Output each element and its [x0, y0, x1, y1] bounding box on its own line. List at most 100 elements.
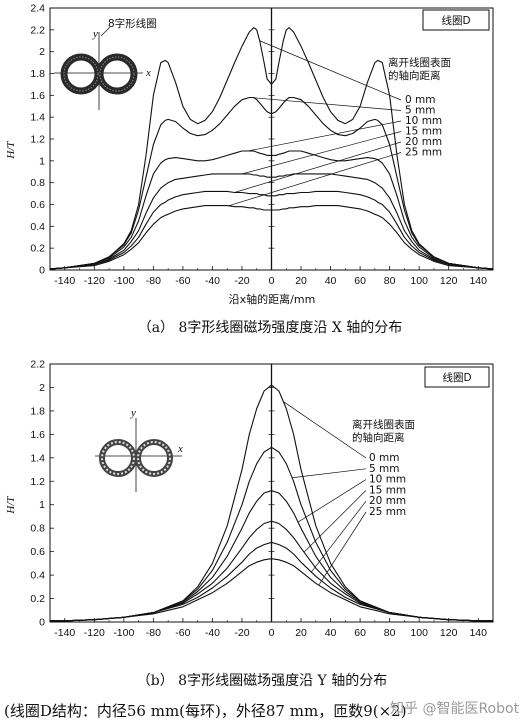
x-tick-label: -80 [146, 275, 161, 287]
coil-inset-icon: 8字形线圈 y x [54, 17, 157, 110]
x-tick-label: 60 [354, 627, 366, 639]
y-tick-label: 1 [39, 499, 45, 511]
x-axis-label: 沿x轴的距离/mm [229, 292, 316, 306]
legend-leader-line [250, 97, 402, 111]
x-tick-label: 40 [325, 627, 337, 639]
legend-item: 15 mm [405, 126, 442, 138]
legend-title: 离开线圈表面 [352, 418, 415, 431]
inset-x-label: x [177, 443, 183, 455]
chart-panel-a: -140 -120 -100 -80 -60 -40 -20 0 20 40 60 80 100 120 1… [5, 3, 494, 336]
y-tick-label: 1.2 [30, 134, 45, 146]
y-tick-label: 0.4 [30, 221, 45, 233]
y-tick-label: 0.8 [30, 177, 45, 189]
x-tick-label: -20 [234, 627, 249, 639]
legend-title: 的轴向距离 [352, 431, 405, 444]
legend-title: 的轴向距离 [388, 69, 441, 82]
legend-item: 5 mm [405, 105, 435, 117]
x-tick-label: 100 [410, 627, 428, 639]
x-tick-label: -20 [234, 275, 249, 287]
caption-b: （b） 8字形线圈磁场强度沿 Y 轴的分布 [137, 673, 387, 689]
series-line-4 [50, 541, 493, 622]
legend-item: 5 mm [369, 463, 399, 475]
inset-y-label: y [92, 28, 98, 40]
x-tick-label: -100 [113, 627, 134, 639]
x-tick-label: 80 [384, 627, 396, 639]
legend-leader-line [241, 131, 402, 175]
x-tick-label: 120 [440, 275, 458, 287]
x-tick-label: -80 [146, 627, 161, 639]
series-line-5 [49, 205, 494, 270]
y-tick-label: 2.2 [30, 359, 45, 371]
x-tick-label: 80 [384, 275, 396, 287]
series-line-0 [49, 27, 494, 270]
x-tick-label: -100 [113, 275, 134, 287]
legend-title: 离开线圈表面 [388, 56, 451, 69]
legend-item: 20 mm [369, 495, 406, 507]
x-tick-label: -40 [205, 627, 220, 639]
box-label: 线圈D [422, 9, 490, 31]
inset-x-label: x [145, 67, 151, 79]
legend-leader-line [234, 141, 402, 193]
legend-leader-line [247, 120, 402, 152]
legend-leader-line [303, 490, 367, 553]
chart-panel-b: -140 -120 -100 -80 -60 -40 -20 0 20 40 60 80 100 120 1… [5, 359, 494, 689]
y-tick-label: 1.8 [30, 68, 45, 80]
y-tick-label: 2 [39, 46, 45, 58]
y-tick-label: 0.6 [30, 546, 45, 558]
x-tick-label: -140 [54, 627, 75, 639]
coil-inset-icon: y x [95, 407, 183, 492]
x-tick-label: -120 [84, 627, 105, 639]
legend-leader-line [318, 511, 367, 586]
x-tick-label: -120 [84, 275, 105, 287]
y-tick-label: 1.6 [30, 429, 45, 441]
y-tick-label: 1.4 [30, 112, 45, 124]
x-tick-label: 20 [295, 627, 307, 639]
y-tick-label: 2.4 [30, 3, 45, 15]
footer-note: (线圈D结构：内径56 mm(每环)，外径87 mm，匝数9(×2) [4, 702, 407, 720]
y-axis-label: H/T [5, 496, 17, 515]
x-tick-label: 0 [269, 627, 275, 639]
x-tick-label: 100 [410, 275, 428, 287]
caption-a: （a） 8字形线圈磁场强度度沿 X 轴的分布 [138, 320, 403, 336]
legend-item: 10 mm [369, 474, 406, 486]
x-tick-label: 60 [354, 275, 366, 287]
y-tick-label: 0 [39, 617, 45, 629]
series-line-3 [49, 173, 494, 270]
x-tick-label: -40 [205, 275, 220, 287]
y-tick-label: 1.6 [30, 90, 45, 102]
svg-text:线圈D: 线圈D [441, 14, 470, 27]
y-tick-label: 2.2 [30, 24, 45, 36]
series-line-1 [49, 96, 494, 270]
legend-leader-line [292, 468, 367, 479]
x-tick-label: 140 [469, 275, 487, 287]
legend-item: 0 mm [369, 452, 399, 464]
legend-leader-line [228, 152, 402, 207]
box-label: 线圈D [424, 366, 490, 388]
x-tick-label: -60 [175, 275, 190, 287]
y-tick-label: 0 [39, 265, 45, 277]
legend-leader-line [311, 500, 367, 573]
legend-leader-line [283, 401, 367, 459]
legend-item: 20 mm [405, 136, 442, 148]
inset-y-label: y [130, 407, 136, 419]
y-tick-label: 0.2 [30, 593, 45, 605]
y-axis-label: H/T [5, 141, 17, 160]
y-tick-label: 1.4 [30, 452, 45, 464]
legend-item: 25 mm [369, 506, 406, 518]
y-tick-label: 1 [39, 155, 45, 167]
y-tick-label: 1.2 [30, 476, 45, 488]
y-tick-label: 0.8 [30, 523, 45, 535]
legend-item: 15 mm [369, 484, 406, 496]
legend-item: 25 mm [405, 147, 442, 159]
legend-item: 10 mm [405, 115, 442, 127]
y-tick-label: 2 [39, 382, 45, 394]
series-line-5 [50, 558, 493, 622]
legend-item: 0 mm [405, 94, 435, 106]
x-tick-label: 20 [295, 275, 307, 287]
y-tick-label: 0.4 [30, 570, 45, 582]
watermark: 知乎 @智能医Robot [390, 700, 520, 717]
inset-title: 8字形线圈 [108, 17, 157, 30]
x-tick-label: 140 [469, 627, 487, 639]
x-tick-label: 120 [440, 627, 458, 639]
